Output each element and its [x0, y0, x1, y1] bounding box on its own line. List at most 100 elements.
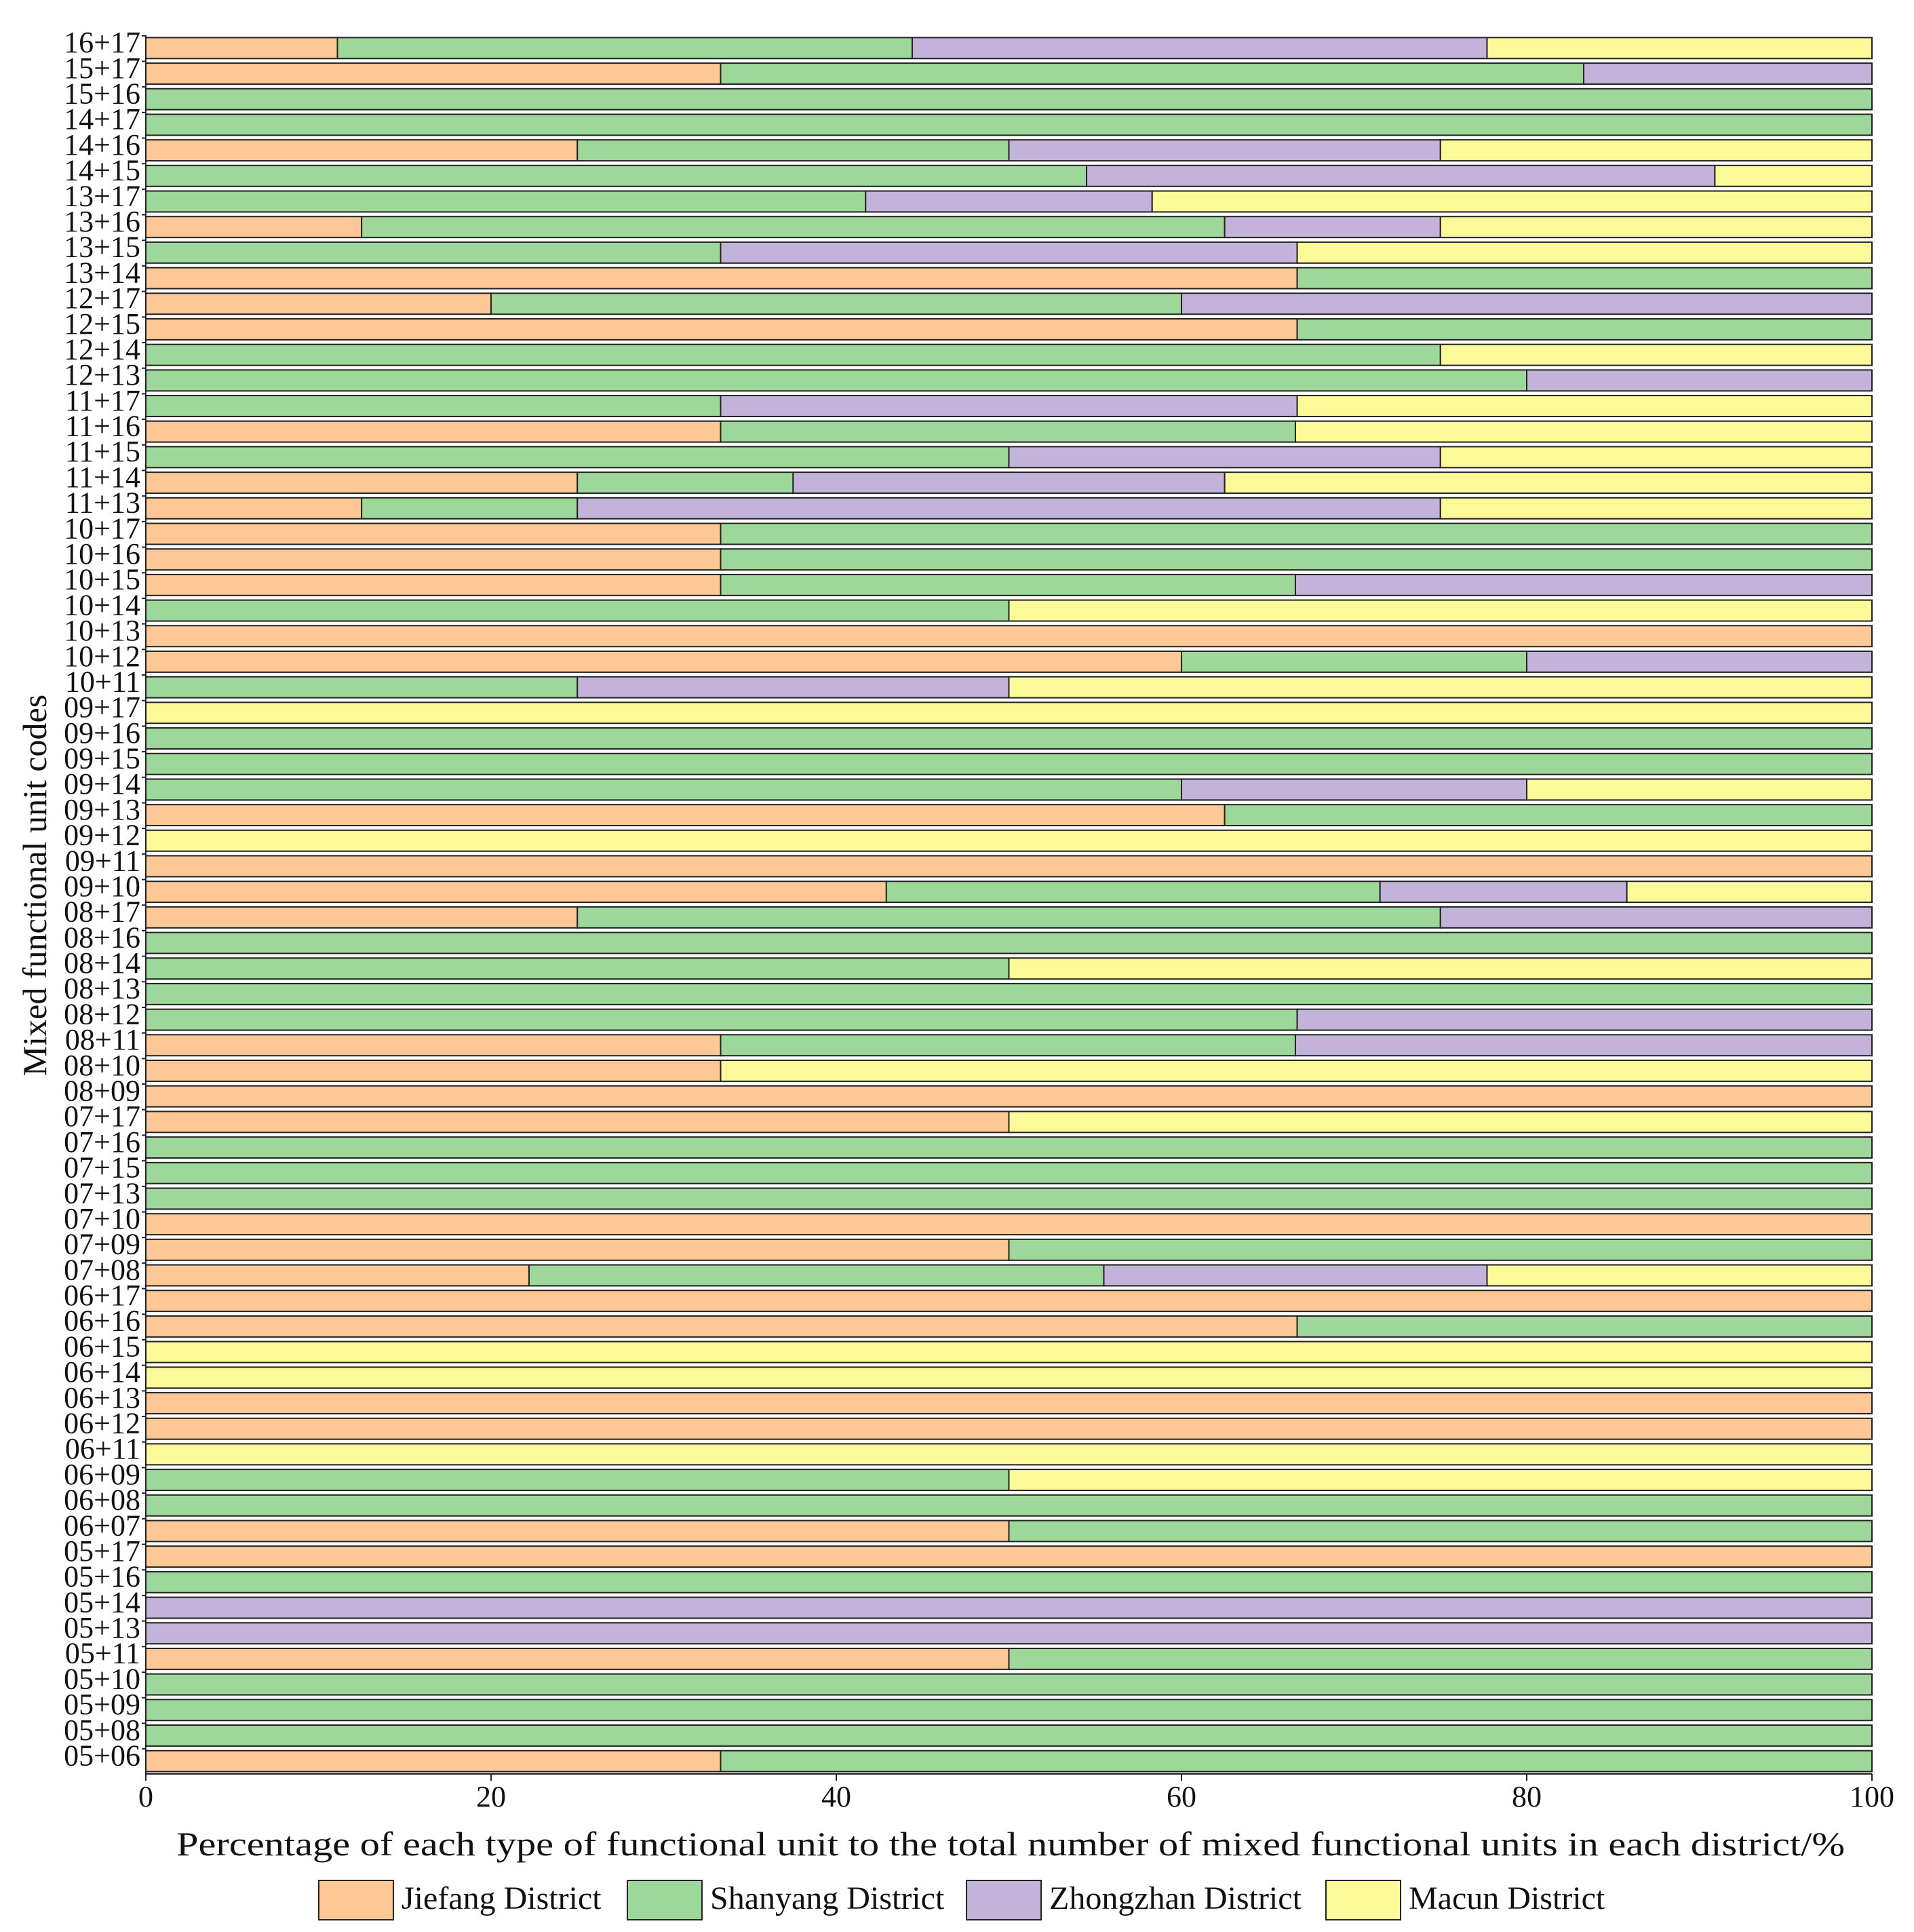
bar-segment-07+08-s1 [528, 1264, 1105, 1287]
y-tick-label: 11+16 [65, 410, 140, 443]
y-tick-label: 06+16 [64, 1305, 140, 1338]
bar-segment-10+12-s2 [1526, 650, 1873, 673]
y-tick-label: 07+15 [64, 1151, 140, 1184]
bar-segment-07+08-s2 [1103, 1264, 1488, 1287]
y-tick-label: 12+17 [64, 282, 140, 315]
bar-segment-10+12-s0 [145, 650, 1182, 673]
bar-segment-10+15-s2 [1294, 573, 1873, 596]
bar-segment-06+11-s3 [145, 1443, 1873, 1466]
y-tick-label: 09+10 [64, 870, 140, 903]
bar-segment-06+14-s3 [145, 1366, 1873, 1389]
bar-segment-15+16-s1 [145, 88, 1873, 111]
y-tick-label: 12+14 [64, 332, 140, 366]
bar-segment-10+15-s0 [145, 573, 722, 596]
y-tick-label: 07+17 [64, 1100, 140, 1133]
bar-segment-11+13-s0 [145, 497, 363, 520]
bar-segment-13+17-s1 [145, 190, 867, 213]
y-tick-label: 05+10 [64, 1662, 140, 1695]
y-tick-label: 12+13 [64, 358, 140, 391]
y-tick-label: 11+17 [65, 384, 140, 417]
bar-segment-11+17-s3 [1296, 395, 1873, 417]
bar-segment-09+12-s3 [145, 829, 1873, 852]
bar-segment-14+15-s1 [145, 164, 1088, 187]
legend-label-3: Macun District [1409, 1880, 1605, 1916]
y-axis-title: Mixed functional unit codes [16, 695, 54, 1076]
y-tick-label: 08+14 [64, 946, 140, 980]
bar-segment-10+11-s3 [1008, 676, 1873, 699]
legend-swatch-2 [966, 1880, 1042, 1920]
bar-segment-08+09-s0 [145, 1085, 1873, 1108]
bar-segment-06+16-s0 [145, 1315, 1298, 1338]
y-tick-label: 13+14 [64, 256, 140, 289]
bar-segment-11+16-s3 [1294, 420, 1873, 443]
bar-segment-10+14-s3 [1008, 599, 1873, 622]
bar-segment-07+08-s0 [145, 1264, 530, 1287]
bar-segment-08+17-s2 [1439, 906, 1873, 929]
bar-segment-10+17-s1 [720, 522, 1873, 545]
bar-segment-05+10-s1 [145, 1673, 1873, 1696]
bar-segment-11+14-s1 [577, 471, 794, 495]
y-tick-label: 14+15 [64, 154, 140, 187]
bar-segment-10+11-s1 [145, 676, 579, 699]
bar-segment-07+13-s1 [145, 1187, 1873, 1210]
y-tick-label: 15+16 [64, 77, 140, 111]
legend-swatch-3 [1325, 1880, 1401, 1920]
y-tick-label: 12+15 [64, 307, 140, 341]
x-tick-label: 0 [138, 1780, 153, 1813]
bar-segment-09+10-s2 [1379, 881, 1628, 904]
bar-segment-12+15-s1 [1296, 317, 1873, 341]
bar-segment-10+16-s1 [720, 548, 1873, 571]
bar-segment-12+13-s1 [145, 369, 1527, 392]
bar-segment-05+11-s1 [1008, 1647, 1873, 1670]
bar-segment-10+12-s1 [1181, 650, 1527, 673]
x-tick-label: 40 [821, 1780, 851, 1813]
bar-segment-10+17-s0 [145, 522, 722, 545]
y-tick-label: 06+13 [64, 1381, 140, 1414]
bar-segment-09+17-s3 [145, 701, 1873, 724]
bar-segment-06+09-s1 [145, 1469, 1010, 1492]
bar-segment-05+08-s1 [145, 1724, 1873, 1747]
bar-segment-10+11-s2 [577, 676, 1010, 699]
bar-segment-13+15-s1 [145, 241, 722, 264]
y-tick-label: 06+09 [64, 1458, 140, 1491]
y-tick-label: 08+12 [64, 997, 140, 1030]
x-tick-label: 60 [1167, 1780, 1196, 1813]
bar-segment-14+15-s3 [1714, 164, 1873, 187]
bar-segment-15+17-s1 [720, 62, 1584, 85]
bar-segment-16+17-s2 [911, 37, 1488, 60]
bar-segment-08+17-s1 [577, 906, 1441, 929]
bar-segment-07+08-s3 [1486, 1264, 1873, 1287]
bar-segment-09+10-s1 [885, 881, 1381, 904]
y-tick-label: 10+12 [64, 640, 140, 673]
bar-segment-09+11-s0 [145, 855, 1873, 878]
bar-segment-15+17-s0 [145, 62, 722, 85]
y-tick-label: 05+16 [64, 1560, 140, 1593]
bar-segment-13+15-s2 [720, 241, 1298, 264]
legend-label-1: Shanyang District [710, 1880, 945, 1916]
bar-segment-10+16-s0 [145, 548, 722, 571]
y-tick-label: 05+08 [64, 1714, 140, 1747]
bar-segment-06+15-s3 [145, 1340, 1873, 1364]
bar-segment-13+16-s1 [361, 216, 1226, 239]
bar-segment-06+09-s3 [1008, 1469, 1873, 1492]
bar-segment-06+07-s0 [145, 1520, 1010, 1543]
y-tick-label: 08+13 [64, 972, 140, 1005]
bar-segment-11+14-s2 [792, 471, 1226, 495]
y-tick-label: 13+17 [64, 179, 140, 212]
bar-segment-05+06-s1 [720, 1750, 1873, 1773]
y-tick-label: 07+13 [64, 1176, 140, 1210]
y-tick-label: 10+11 [65, 665, 140, 698]
x-tick-label: 100 [1850, 1780, 1894, 1813]
bar-segment-12+15-s0 [145, 317, 1298, 341]
bar-segment-11+17-s2 [720, 395, 1298, 417]
bar-segment-05+13-s2 [145, 1622, 1873, 1645]
y-tick-label: 06+08 [64, 1484, 140, 1517]
y-tick-label: 10+15 [64, 563, 140, 596]
y-tick-label: 08+10 [64, 1049, 140, 1082]
x-tick-label: 20 [476, 1780, 506, 1813]
y-tick-label: 10+14 [64, 588, 140, 621]
bar-segment-08+14-s1 [145, 957, 1010, 980]
y-tick-label: 09+15 [64, 742, 140, 775]
bar-segment-09+14-s2 [1181, 778, 1527, 801]
y-tick-label: 14+16 [64, 128, 140, 161]
